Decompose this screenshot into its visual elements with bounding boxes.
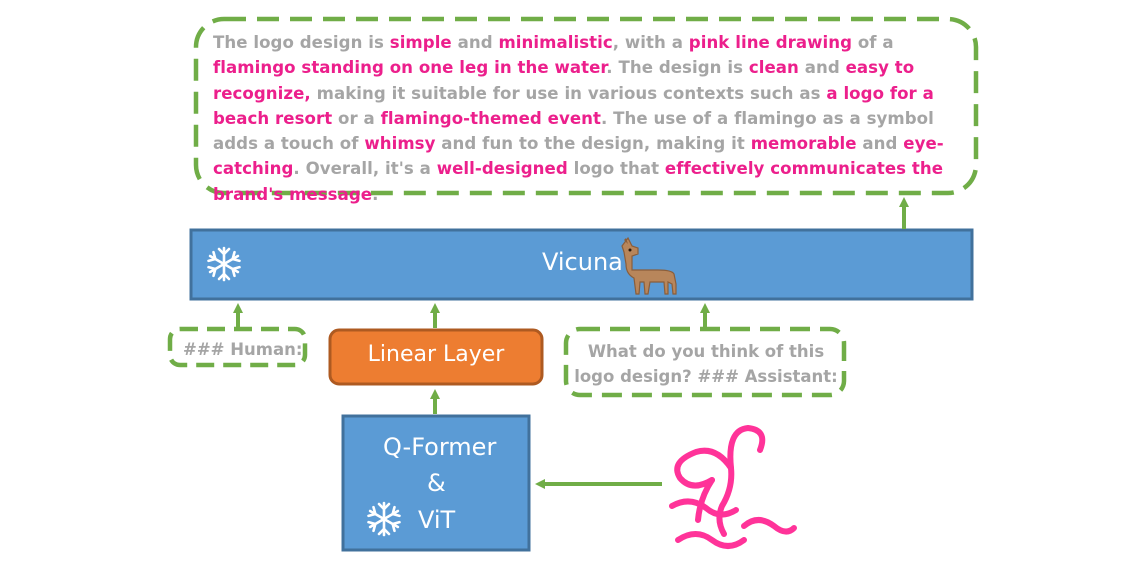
output-highlight: flamingo standing on one leg in the wate… (213, 58, 607, 78)
output-seg: or a (332, 108, 381, 128)
output-seg: . Overall, it's a (293, 159, 437, 179)
output-seg: and (856, 134, 904, 154)
output-seg: logo that (567, 159, 665, 179)
output-seg: of a (852, 33, 894, 52)
output-highlight: memorable (750, 134, 857, 154)
output-highlight: pink line drawing (688, 33, 853, 52)
llama-icon (621, 236, 677, 295)
output-highlight: flamingo-themed event (380, 108, 601, 128)
qformer-ampersand: & (427, 469, 446, 497)
output-seg: and fun to the design, making it (435, 134, 751, 154)
model-output-text: The logo design is simple and minimalist… (213, 30, 958, 207)
user-prompt-line-1: What do you think of this (587, 342, 825, 361)
output-seg: . (372, 184, 379, 204)
linear-layer-label: Linear Layer (367, 342, 505, 367)
vicuna-label: Vicuna (542, 248, 623, 276)
output-highlight: clean (748, 58, 799, 78)
output-highlight: whimsy (364, 134, 436, 154)
output-seg: and (798, 58, 846, 78)
output-highlight: a logo for a beach resort (213, 83, 934, 128)
qformer-label: Q-Former (383, 433, 497, 461)
output-seg: . The use of a flamingo as a symbol adds… (213, 108, 934, 154)
output-highlight: minimalistic (498, 33, 613, 52)
linear-layer-block (328, 328, 544, 386)
output-highlight: easy to recognize, (213, 58, 915, 103)
output-seg: making it suitable for use in various co… (310, 83, 827, 103)
output-text-box (193, 16, 979, 196)
user-prompt-line-2: logo design? ### Assistant: (574, 367, 838, 386)
output-highlight: simple (389, 33, 452, 52)
output-seg: The logo design is (213, 33, 390, 52)
user-prompt-label: What do you think of this logo design? #… (570, 339, 842, 389)
human-prompt-box (167, 326, 308, 368)
user-prompt-box (563, 326, 847, 398)
output-seg: , with a (612, 33, 689, 52)
output-seg: and (451, 33, 499, 52)
output-highlight: well-designed (436, 159, 568, 179)
vicuna-block (189, 228, 974, 301)
output-highlight: effectively communicates the brand's mes… (213, 159, 944, 204)
vit-label: ViT (418, 506, 456, 534)
human-prompt-label: ### Human: (183, 340, 303, 359)
output-highlight: eye-catching (213, 134, 944, 179)
flamingo-logo-icon (669, 425, 797, 549)
output-seg: . The design is (606, 58, 749, 78)
